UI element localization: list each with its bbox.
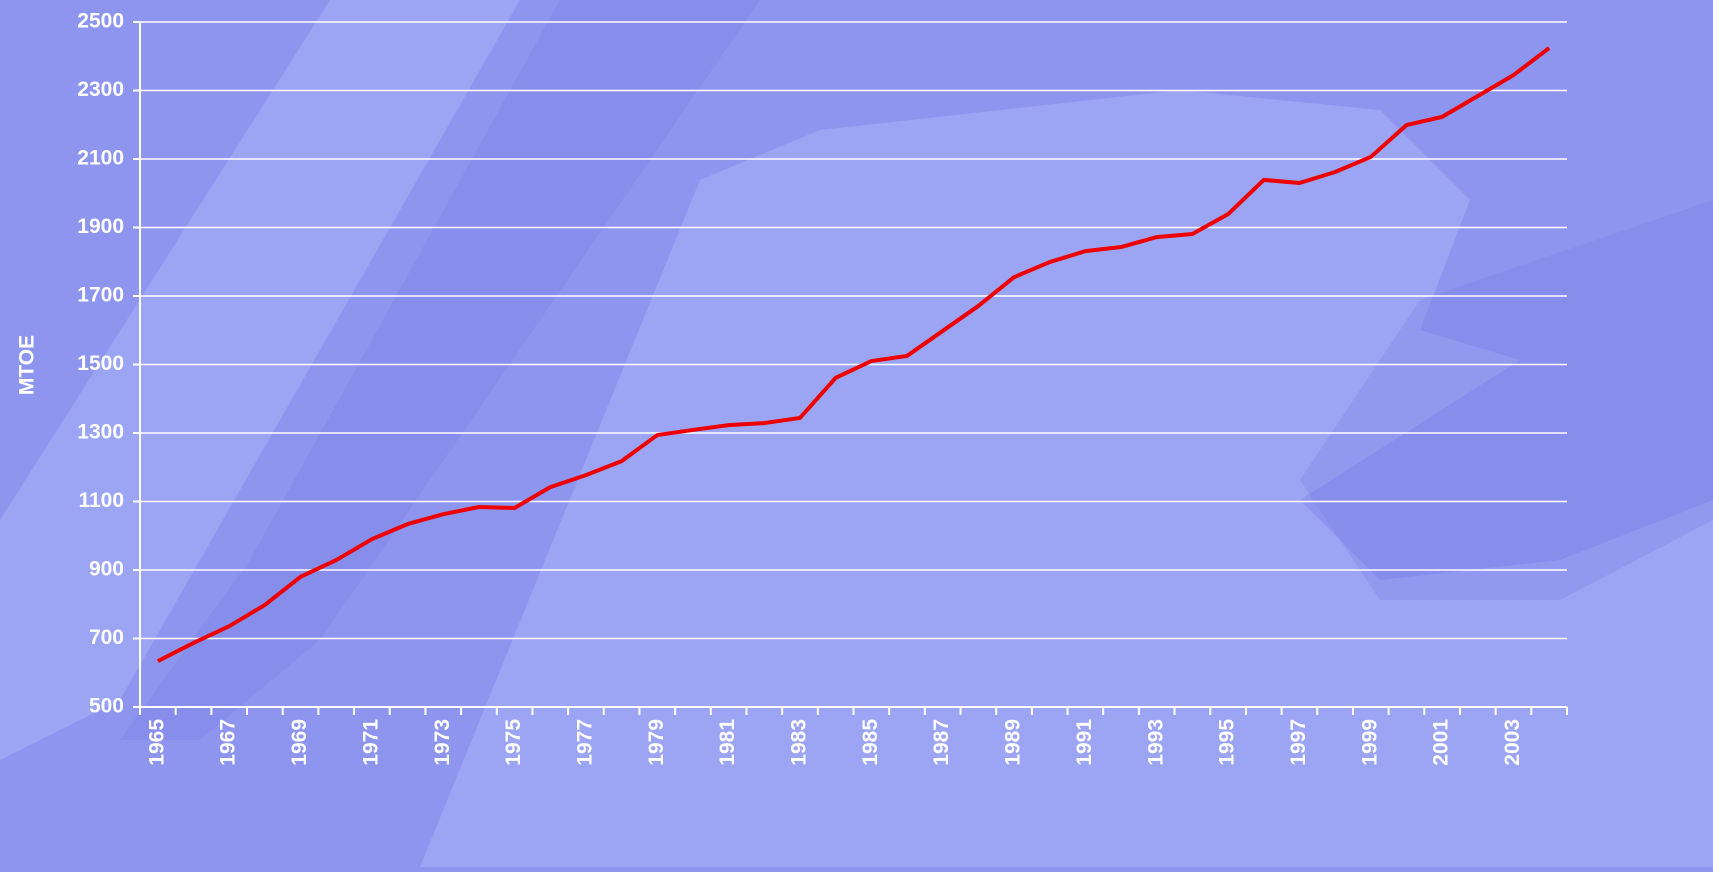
x-tick-label: 1973 xyxy=(431,719,454,766)
chart: MTOE 500 700 900 1100 1300 1500 1700 1900 2100 23… xyxy=(0,0,1713,867)
x-tick-label: 1977 xyxy=(573,719,596,766)
y-tick-label: 1900 xyxy=(77,215,124,238)
y-tick-label: 1100 xyxy=(78,489,124,512)
y-tick-label: 700 xyxy=(89,626,124,649)
y-tick-label: 1500 xyxy=(77,352,124,375)
x-tick-label: 1993 xyxy=(1144,719,1167,766)
x-tick-label: 1985 xyxy=(859,719,882,766)
y-tick-label: 1700 xyxy=(77,284,124,307)
x-tick-label: 1971 xyxy=(359,719,382,766)
y-tick-label: 500 xyxy=(89,695,124,718)
y-tick-label: 2300 xyxy=(77,78,124,101)
y-tick-label: 2100 xyxy=(77,147,124,170)
x-tick-label: 1989 xyxy=(1002,719,1025,766)
x-tick-label: 1975 xyxy=(502,719,525,766)
x-tick-label: 1999 xyxy=(1358,719,1381,766)
x-tick-label: 1991 xyxy=(1073,719,1096,766)
x-tick-label: 1987 xyxy=(930,719,953,766)
y-tick-label: 2500 xyxy=(77,10,124,33)
y-tick-label: 1300 xyxy=(77,421,124,444)
y-tick-label: 900 xyxy=(89,558,124,581)
x-tick-label: 1979 xyxy=(645,719,668,766)
x-tick-label: 1969 xyxy=(288,719,311,766)
x-tick-label: 1995 xyxy=(1216,719,1239,766)
x-tick-label: 1981 xyxy=(716,719,739,766)
x-tick-label: 1983 xyxy=(788,719,811,766)
x-tick-label: 2001 xyxy=(1430,719,1453,766)
x-tick-label: 2003 xyxy=(1501,719,1524,766)
x-tick-label: 1997 xyxy=(1287,719,1310,766)
x-tick-label: 1967 xyxy=(217,719,240,766)
y-axis-title: MTOE xyxy=(16,335,39,395)
x-tick-label: 1965 xyxy=(145,719,168,766)
